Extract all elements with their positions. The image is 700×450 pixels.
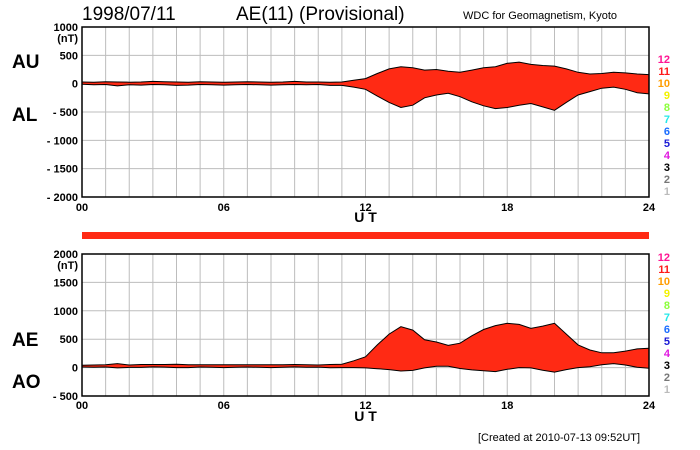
y-tick-label: 2000 — [54, 249, 78, 261]
index-fill-area — [82, 323, 649, 373]
station-number-label: 3 — [664, 360, 670, 372]
station-number-label: 11 — [658, 66, 670, 78]
station-number-label: 6 — [664, 324, 670, 336]
x-axis-label: U T — [354, 408, 377, 424]
station-number-label: 2 — [664, 372, 670, 384]
y-tick-label: 1000 — [54, 306, 78, 318]
station-number-label: 11 — [658, 264, 670, 276]
station-number-label: 6 — [664, 126, 670, 138]
data-availability-bar — [82, 232, 649, 239]
plot-frame — [81, 253, 650, 397]
series-line-ae — [81, 322, 650, 366]
x-tick-label: 18 — [501, 400, 513, 412]
y-tick-label: 0 — [72, 363, 78, 375]
x-tick-label: 12 — [359, 400, 371, 412]
y-tick-label: - 500 — [53, 107, 78, 119]
x-tick-label: 24 — [643, 202, 656, 214]
y-tick-label: - 500 — [53, 391, 78, 403]
x-tick-label: 12 — [359, 202, 371, 214]
station-number-label: 3 — [664, 162, 670, 174]
x-tick-label: 18 — [501, 202, 513, 214]
y-tick-label: 1500 — [54, 277, 78, 289]
station-number-label: 1 — [664, 186, 670, 198]
x-tick-label: 06 — [218, 202, 230, 214]
y-tick-label: 0 — [72, 79, 78, 91]
station-number-label: 12 — [658, 252, 670, 264]
plot-frame — [81, 26, 650, 198]
series-line-au — [81, 61, 650, 83]
station-number-label: 10 — [658, 78, 670, 90]
station-number-label: 2 — [664, 174, 670, 186]
station-number-label: 4 — [664, 150, 671, 162]
station-number-label: 4 — [664, 348, 671, 360]
x-tick-label: 00 — [76, 400, 88, 412]
series-line-ao — [81, 363, 650, 373]
y-tick-label: 1000 — [54, 22, 78, 34]
y-unit-label: (nT) — [57, 260, 78, 272]
organization-label: WDC for Geomagnetism, Kyoto — [463, 10, 618, 22]
station-number-label: 9 — [664, 90, 670, 102]
x-tick-label: 24 — [643, 400, 656, 412]
y-tick-label: - 2000 — [47, 192, 78, 204]
created-timestamp: [Created at 2010-07-13 09:52UT] — [478, 432, 641, 444]
station-number-label: 8 — [664, 102, 670, 114]
series-line-al — [81, 83, 650, 111]
y-tick-label: - 1500 — [47, 164, 78, 176]
station-number-label: 12 — [658, 54, 670, 66]
station-number-label: 5 — [664, 336, 670, 348]
plot-title: AE(11) (Provisional) — [236, 4, 405, 25]
station-number-label: 9 — [664, 288, 670, 300]
station-number-label: 5 — [664, 138, 670, 150]
index-fill-area — [82, 62, 649, 111]
x-tick-label: 06 — [218, 400, 230, 412]
y-tick-label: 500 — [60, 50, 78, 62]
station-number-label: 1 — [664, 384, 670, 396]
y-unit-label: (nT) — [57, 33, 78, 45]
station-number-label: 10 — [658, 276, 670, 288]
index-label-lower: AL — [12, 105, 38, 126]
y-tick-label: - 1000 — [47, 135, 78, 147]
station-number-label: 8 — [664, 300, 670, 312]
station-number-label: 7 — [664, 114, 670, 126]
index-label-upper: AU — [12, 52, 39, 73]
x-axis-label: U T — [354, 209, 377, 225]
index-label-upper: AE — [12, 330, 38, 351]
y-tick-label: 500 — [60, 334, 78, 346]
index-label-lower: AO — [12, 372, 41, 393]
station-number-label: 7 — [664, 312, 670, 324]
plot-date: 1998/07/11 — [82, 4, 176, 25]
x-tick-label: 00 — [76, 202, 88, 214]
